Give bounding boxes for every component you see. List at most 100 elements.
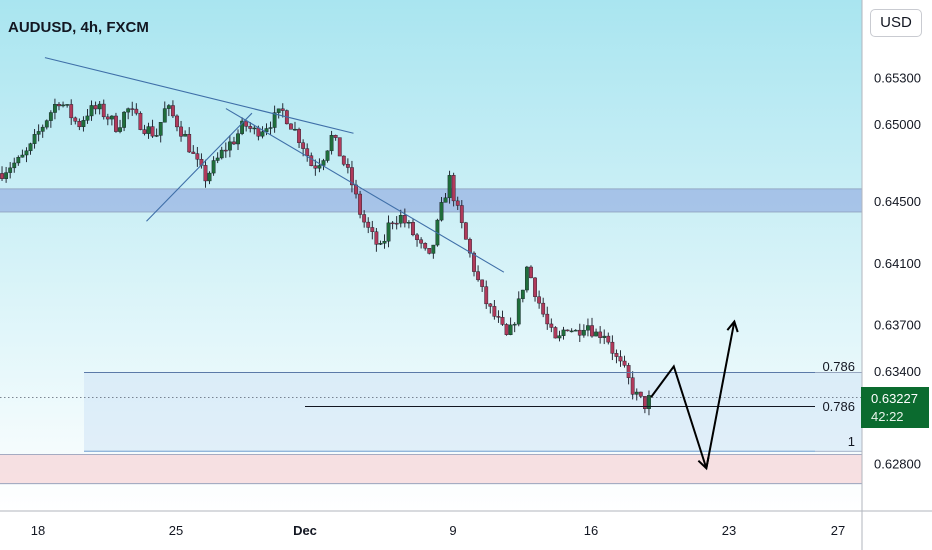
candle [154,128,159,138]
price-tick-label: 0.62800 [874,457,921,472]
candle-body-up [516,298,521,325]
candle [533,277,537,302]
candle-body-up [325,150,330,161]
candle-body-up [398,215,403,224]
candle-body-up [12,162,17,169]
candle [500,310,505,326]
candle-body-up [236,133,240,145]
candle-body-down [362,214,367,223]
candle [472,251,476,277]
candle [394,216,399,230]
candle-body-down [411,222,415,236]
candle [374,227,379,252]
forecast-path[interactable] [650,321,736,469]
candle-body-up [109,115,114,120]
descending-resistance-long[interactable] [44,57,354,134]
candle [512,322,517,333]
candle [48,110,53,128]
symbol-title[interactable]: AUDUSD, 4h, FXCM [8,19,149,36]
candle [118,119,122,134]
candle-body-up [586,325,590,331]
candle-body-down [191,151,196,154]
candle [272,105,277,133]
candle [423,242,428,251]
candle-body-up [317,165,322,169]
bar-countdown: 42:22 [871,409,904,424]
candle-body-down [358,193,362,215]
candle [276,108,281,119]
candle-body-down [171,105,175,117]
candle-body-up [85,115,90,121]
candle [280,103,285,118]
candle-body-down [496,316,501,318]
candle [590,317,594,338]
candle-body-up [20,154,25,158]
candle-body-up [382,240,387,244]
candle [4,166,9,183]
candle [211,156,216,176]
candle [77,118,82,131]
candle [622,355,627,368]
candle [573,329,578,332]
last-price-tag: 0.63227 42:22 [861,387,929,428]
time-tick-label: 23 [722,523,736,538]
candle [162,101,167,123]
candle [219,146,224,160]
candle-body-up [24,150,29,156]
candle [492,300,497,320]
candle [264,123,269,136]
candle-body-up [32,134,37,144]
candle-body-down [105,116,110,120]
candle [345,158,350,174]
candle [248,122,253,133]
candle-body-up [272,112,277,128]
candle-body-down [553,327,558,339]
last-price-label: 0.63227 [871,391,918,406]
candle [93,101,98,115]
ascending-support[interactable] [146,112,253,222]
candle [24,147,29,163]
candle [557,330,562,342]
candle-body-up [44,120,49,128]
candle [451,172,456,207]
candle [463,221,468,240]
candle-body-down [533,277,537,297]
candle [171,100,175,119]
candle-body-down [93,105,98,110]
candle [362,210,367,228]
candle [602,329,607,345]
candle-body-down [333,135,338,138]
candle-body-down [451,175,456,202]
candle-body-down [500,317,505,325]
candle-body-down [459,205,464,223]
candle [484,280,489,309]
candle-body-down [232,141,236,145]
candle [158,122,163,143]
candle-body-down [289,123,293,130]
candle-body-up [573,329,578,332]
candle [297,127,301,149]
candle-body-up [276,108,281,113]
candle [333,134,338,141]
candle-body-down [337,137,342,157]
currency-button[interactable]: USD [870,9,922,37]
candle-body-down [614,353,619,357]
candle [293,121,297,131]
descending-resistance-short[interactable] [225,108,505,273]
candle-body-down [179,126,183,137]
forecast-arrowhead-down [697,457,710,471]
candle-body-down [313,165,318,169]
candle [20,149,25,158]
candle [105,113,110,126]
candle-body-up [4,172,9,179]
candle-body-up [48,112,53,121]
candle-body-down [468,239,472,254]
candle [126,107,131,120]
candle-body-up [647,395,651,409]
candle [166,104,171,117]
candle-body-down [390,222,395,225]
candle [252,125,257,135]
candle [545,306,550,330]
